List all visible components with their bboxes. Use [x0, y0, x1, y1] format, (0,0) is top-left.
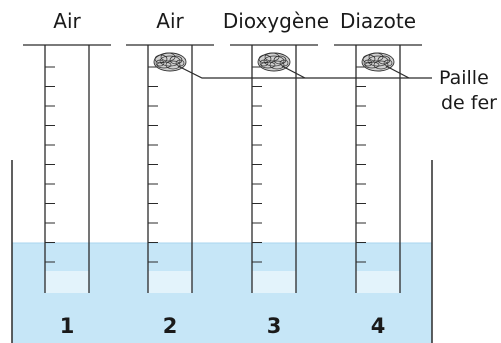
leader-line-tube-2 — [177, 65, 432, 79]
iron-wool-strand — [363, 59, 373, 67]
iron-wool-strand — [175, 59, 185, 67]
iron-wool-strand — [159, 55, 181, 67]
iron-wool-icon — [153, 52, 187, 72]
tube-3: Dioxygène 3 — [223, 9, 329, 338]
iron-wool-strand — [373, 60, 389, 70]
iron-wool-strand — [269, 60, 285, 70]
tube-number: 4 — [371, 314, 386, 338]
tube-label: Dioxygène — [223, 9, 329, 33]
tube-4: Diazote 4 — [334, 9, 422, 338]
tube-number: 3 — [267, 314, 282, 338]
iron-wool-strand — [383, 59, 393, 67]
tube-label: Air — [53, 9, 81, 33]
tube-water — [356, 271, 400, 293]
tubes: Air 1 Air 2 Dioxygène 3 Diazote 4 — [23, 9, 422, 338]
iron-wool-strand — [259, 59, 269, 67]
leader-line-tube-4 — [385, 65, 410, 79]
tube-label: Air — [156, 9, 184, 33]
tube-1: Air 1 — [23, 9, 111, 338]
iron-wool-strand — [155, 59, 165, 67]
annotation-line-1: Paille — [439, 67, 489, 89]
tube-water — [252, 271, 296, 293]
tube-water — [148, 271, 192, 293]
annotation-line-2: de fer — [441, 92, 497, 114]
tube-number: 1 — [60, 314, 75, 338]
tube-water — [45, 271, 89, 293]
tube-number: 2 — [163, 314, 178, 338]
tube-2: Air 2 — [126, 9, 214, 338]
iron-wool-strand — [165, 60, 181, 70]
leader-line-tube-3 — [281, 65, 306, 79]
tube-label: Diazote — [340, 9, 416, 33]
iron-wool-strand — [279, 59, 289, 67]
iron-wool-strand — [367, 55, 389, 67]
iron-wool-strand — [263, 55, 285, 67]
